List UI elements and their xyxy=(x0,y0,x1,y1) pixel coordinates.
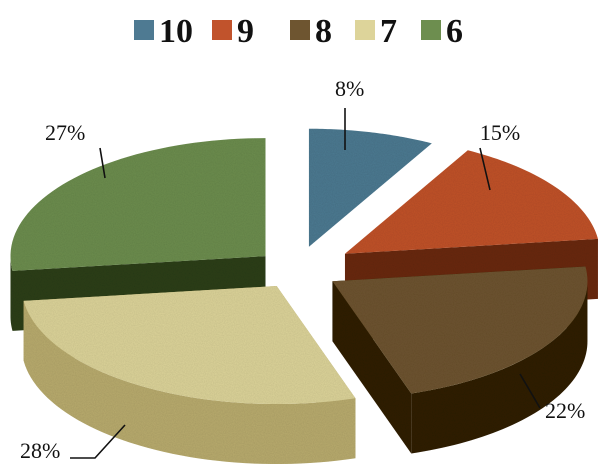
data-label-10: 8% xyxy=(335,76,364,101)
slice-6-top xyxy=(10,138,266,271)
legend-swatch-6 xyxy=(421,20,441,40)
legend-swatch-8 xyxy=(290,20,310,40)
data-label-7: 28% xyxy=(20,438,60,463)
pie-slices xyxy=(10,128,598,465)
leader-line-8 xyxy=(519,373,541,409)
slice-7-top xyxy=(23,286,356,405)
data-labels: 8% 15% 22% 28% 27% xyxy=(20,76,585,463)
slice-6-side xyxy=(10,256,13,331)
slice-9-top xyxy=(344,150,598,254)
slice-10-top xyxy=(308,128,432,247)
leader-line-7 xyxy=(70,424,126,459)
legend-swatch-9 xyxy=(212,20,232,40)
slice-10 xyxy=(308,128,432,247)
legend-label-6: 6 xyxy=(446,13,463,50)
slice-8-cut-1 xyxy=(332,281,412,454)
slice-7-side xyxy=(23,300,356,465)
legend-label-10: 10 xyxy=(159,13,193,50)
data-label-6: 27% xyxy=(45,120,85,145)
legend-swatch-7 xyxy=(355,20,375,40)
legend-label-9: 9 xyxy=(237,13,254,50)
legend: 10 9 8 7 6 xyxy=(134,13,463,50)
legend-swatch-10 xyxy=(134,20,154,40)
data-label-9: 15% xyxy=(480,120,520,145)
slice-7 xyxy=(23,286,356,465)
slice-8 xyxy=(332,266,588,454)
legend-label-8: 8 xyxy=(315,13,332,50)
leader-line-9 xyxy=(479,147,491,191)
leader-line-6 xyxy=(99,147,106,179)
legend-label-7: 7 xyxy=(380,13,397,50)
data-label-8: 22% xyxy=(545,398,585,423)
slice-8-side xyxy=(411,281,588,454)
slice-8-top xyxy=(332,266,588,394)
